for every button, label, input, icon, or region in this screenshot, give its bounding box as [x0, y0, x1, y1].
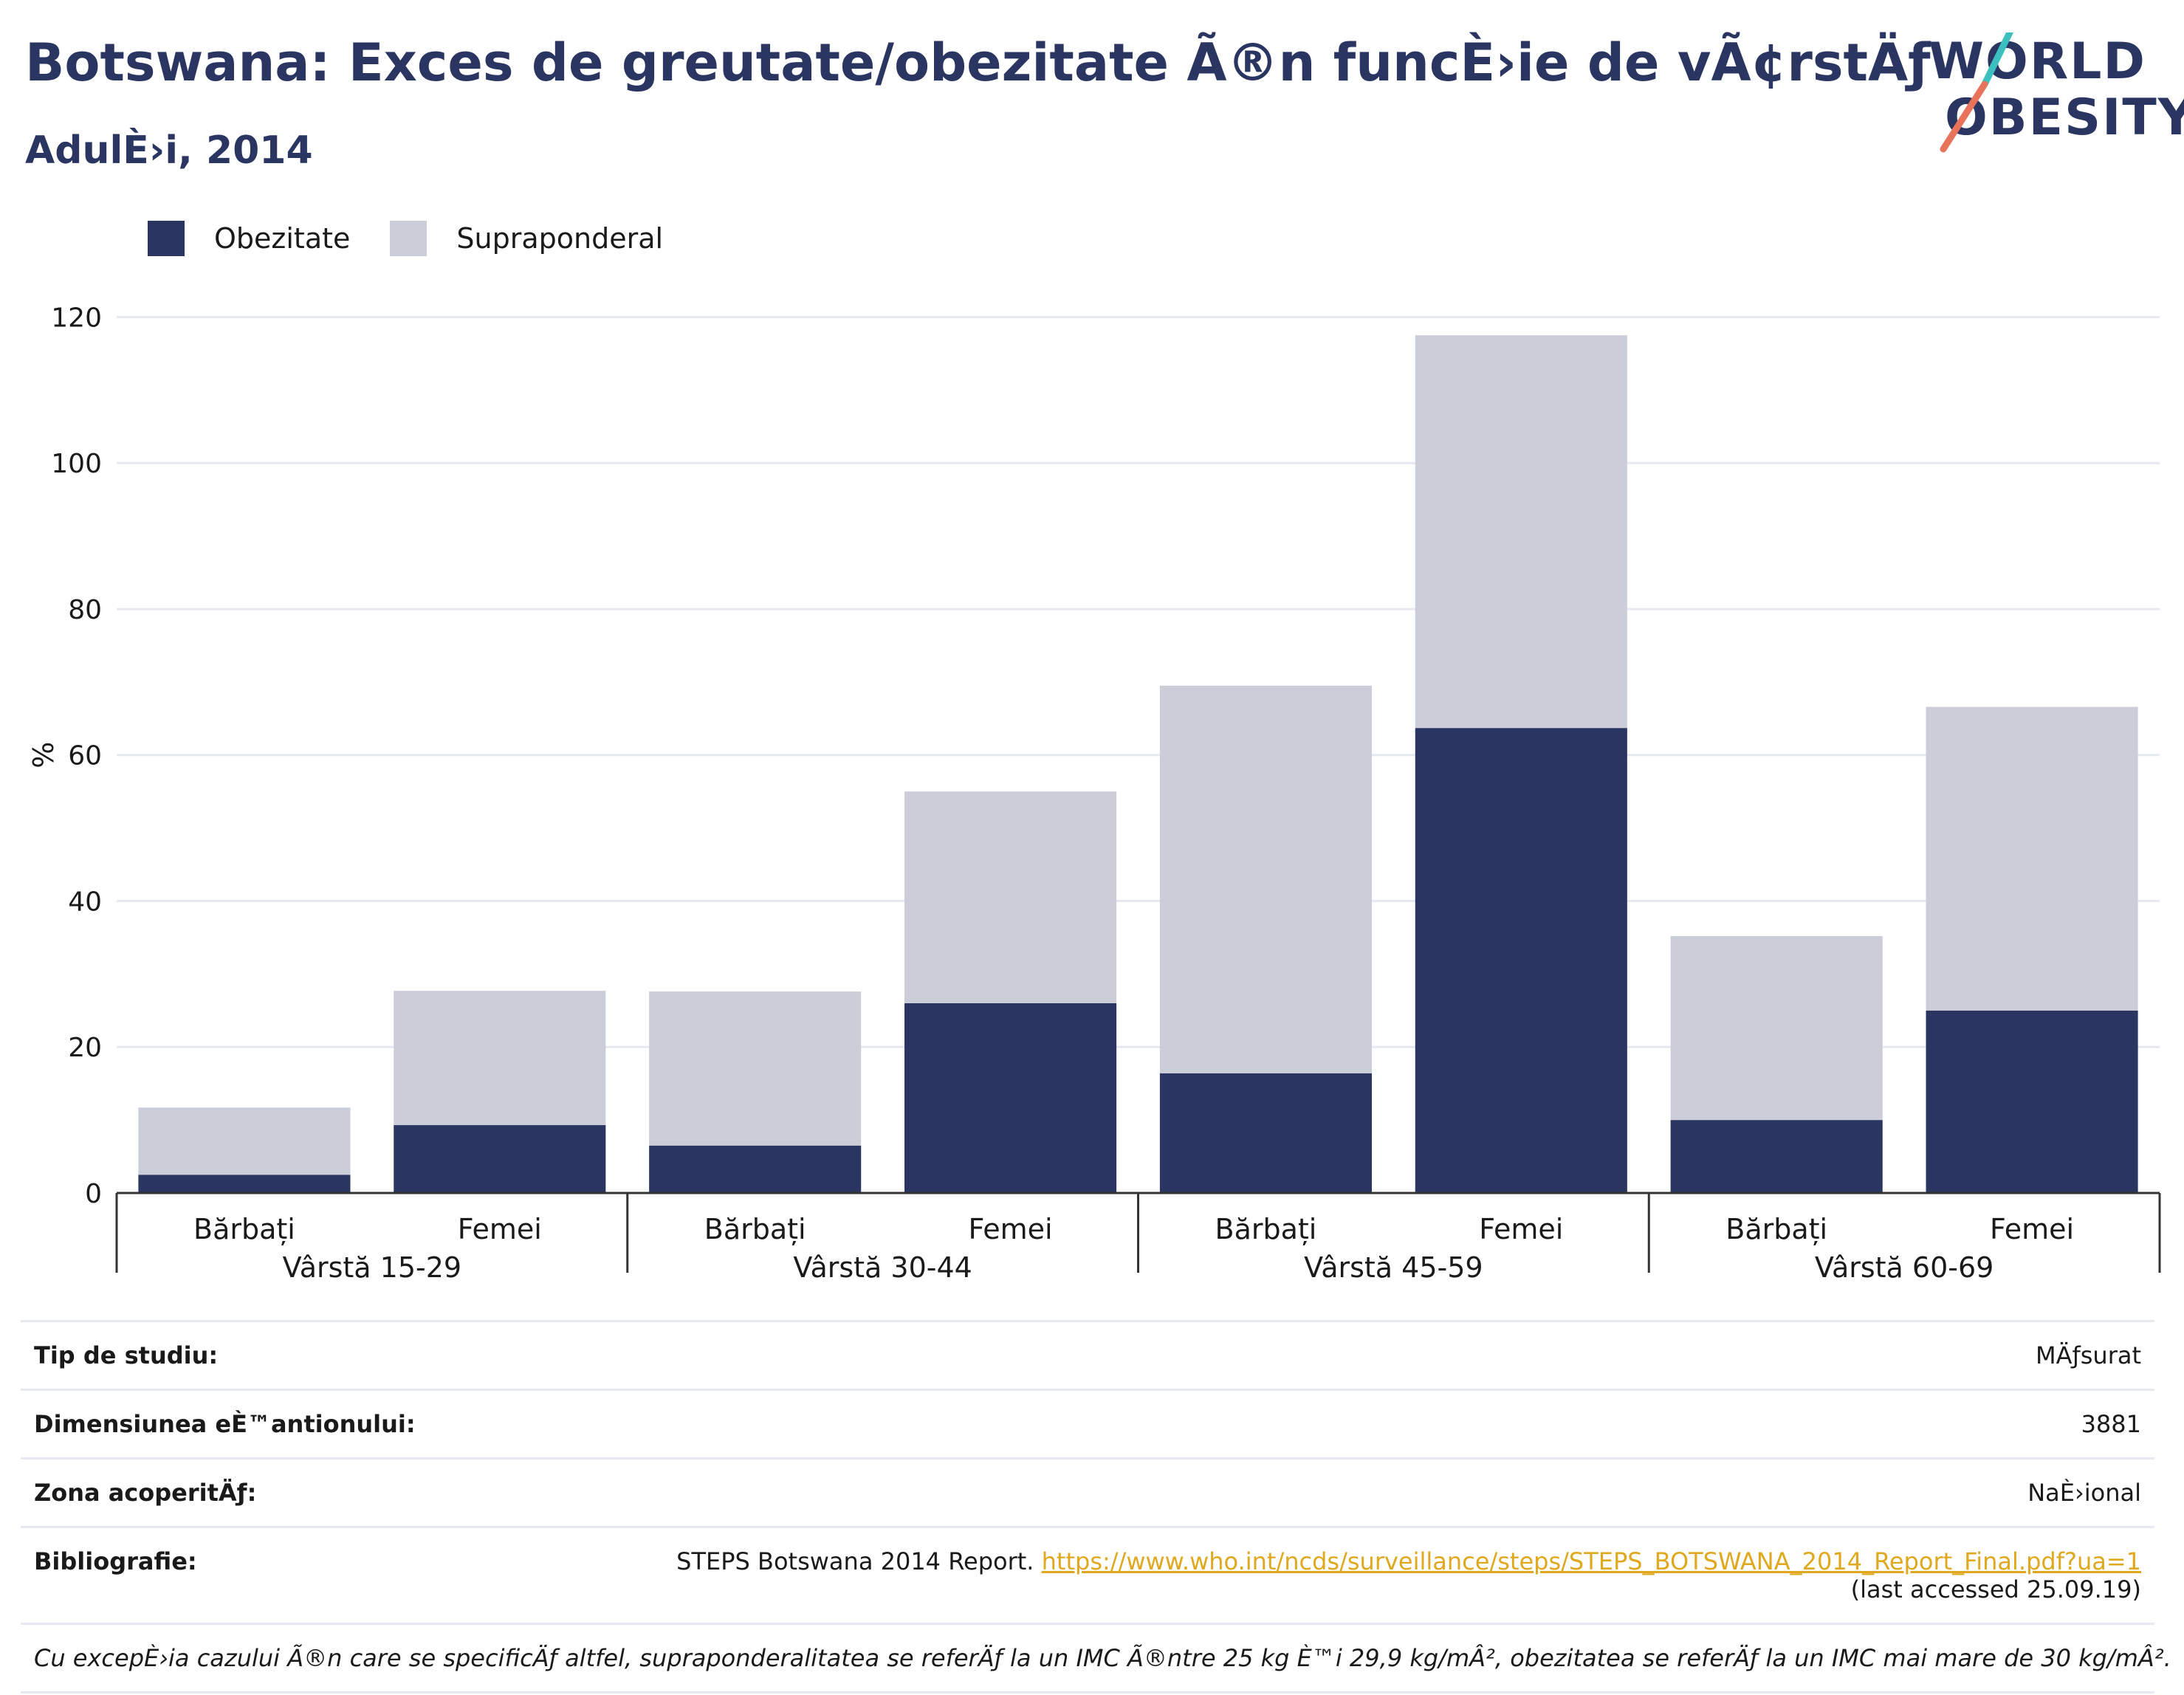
x-tick-label: Femei — [458, 1213, 542, 1245]
bibliography-link[interactable]: https://www.who.int/ncds/surveillance/st… — [1041, 1547, 2141, 1575]
meta-row-study-type: Tip de studiu: MÄƒsurat — [21, 1320, 2154, 1389]
bar-obezitate-1 — [138, 1175, 351, 1193]
legend-item-supraponderal[interactable]: Supraponderal — [390, 221, 663, 256]
x-tick-label: Bărbați — [1725, 1213, 1827, 1245]
y-tick-label: 20 — [68, 1033, 102, 1063]
y-tick-label: 120 — [51, 303, 102, 333]
meta-row-bibliography: Bibliografie: STEPS Botswana 2014 Report… — [21, 1526, 2154, 1623]
slash-mark-icon — [1940, 32, 2013, 153]
logo-line-1: WORLD — [1929, 32, 2146, 91]
group-label: Vârstă 45-59 — [1304, 1251, 1483, 1284]
legend-label-supraponderal: Supraponderal — [456, 222, 664, 255]
y-tick-label: 40 — [68, 887, 102, 917]
meta-value: 3881 — [2081, 1410, 2141, 1438]
chart-subtitle: AdulÈ›i, 2014 — [25, 128, 313, 173]
x-tick-label: Femei — [1479, 1213, 1563, 1245]
y-tick-label: 60 — [68, 741, 102, 771]
bar-supraponderal-6 — [1415, 335, 1627, 729]
stacked-bar-chart: 0 20 40 60 80 100 120% Bărbați Femei Bărbați Femei… — [27, 303, 2161, 1284]
meta-label: Dimensiunea eÈ™antionului: — [34, 1410, 416, 1438]
chart-legend: Obezitate Supraponderal — [148, 220, 703, 257]
y-tick-label: 0 — [85, 1179, 102, 1209]
x-tick-label: Femei — [1990, 1213, 2074, 1245]
bar-supraponderal-2 — [394, 991, 606, 1126]
bibliography-accessed: (last accessed 25.09.19) — [1850, 1575, 2141, 1603]
bar-supraponderal-7 — [1670, 935, 1883, 1121]
bar-obezitate-2 — [394, 1125, 606, 1193]
meta-label: Zona acoperitÄƒ: — [34, 1479, 257, 1507]
bar-supraponderal-8 — [1926, 706, 2138, 1011]
meta-value: NaÈ›ional — [2027, 1479, 2141, 1507]
legend-item-obezitate[interactable]: Obezitate — [148, 221, 350, 256]
chart-title: Botswana: Exces de greutate/obezitate Ã®… — [25, 32, 1931, 93]
legend-label-obezitate: Obezitate — [214, 222, 351, 255]
y-tick-label: 100 — [51, 449, 102, 479]
meta-row-sample-size: Dimensiunea eÈ™antionului: 3881 — [21, 1389, 2154, 1457]
bar-obezitate-4 — [904, 1003, 1117, 1193]
footnote: Cu excepÈ›ia cazului Ã®n care se specifi… — [21, 1623, 2171, 1694]
bar-supraponderal-5 — [1159, 685, 1372, 1073]
meta-value: MÄƒsurat — [2035, 1341, 2141, 1369]
bar-supraponderal-1 — [138, 1107, 351, 1175]
group-label: Vârstă 60-69 — [1815, 1251, 1994, 1284]
legend-swatch-obezitate — [148, 221, 185, 256]
bibliography-text: STEPS Botswana 2014 Report. — [676, 1547, 1042, 1575]
bibliography-value: STEPS Botswana 2014 Report. https://www.… — [665, 1547, 2141, 1603]
x-tick-label: Femei — [969, 1213, 1053, 1245]
bar-obezitate-3 — [649, 1145, 862, 1193]
meta-label: Bibliografie: — [34, 1547, 197, 1575]
y-tick-label: 80 — [68, 595, 102, 625]
x-tick-label: Bărbați — [1215, 1213, 1317, 1245]
bar-supraponderal-3 — [649, 991, 862, 1146]
group-label: Vârstă 30-44 — [793, 1251, 972, 1284]
bar-obezitate-8 — [1926, 1010, 2138, 1193]
group-label: Vârstă 15-29 — [283, 1251, 461, 1284]
logo-line-2: OBESITY — [1945, 89, 2184, 147]
world-obesity-logo: WORLD OBESITY — [1927, 32, 2184, 158]
meta-label: Tip de studiu: — [34, 1341, 219, 1369]
bar-obezitate-5 — [1159, 1073, 1372, 1193]
bar-obezitate-6 — [1415, 728, 1627, 1193]
x-tick-label: Bărbați — [193, 1213, 295, 1245]
x-tick-label: Bărbați — [704, 1213, 806, 1245]
legend-swatch-supraponderal — [390, 221, 427, 256]
bar-obezitate-7 — [1670, 1120, 1883, 1193]
study-info-table: Tip de studiu: MÄƒsurat Dimensiunea eÈ™a… — [21, 1320, 2171, 1694]
y-axis-title: % — [27, 742, 60, 769]
bar-supraponderal-4 — [904, 791, 1117, 1003]
meta-row-coverage: Zona acoperitÄƒ: NaÈ›ional — [21, 1457, 2154, 1526]
